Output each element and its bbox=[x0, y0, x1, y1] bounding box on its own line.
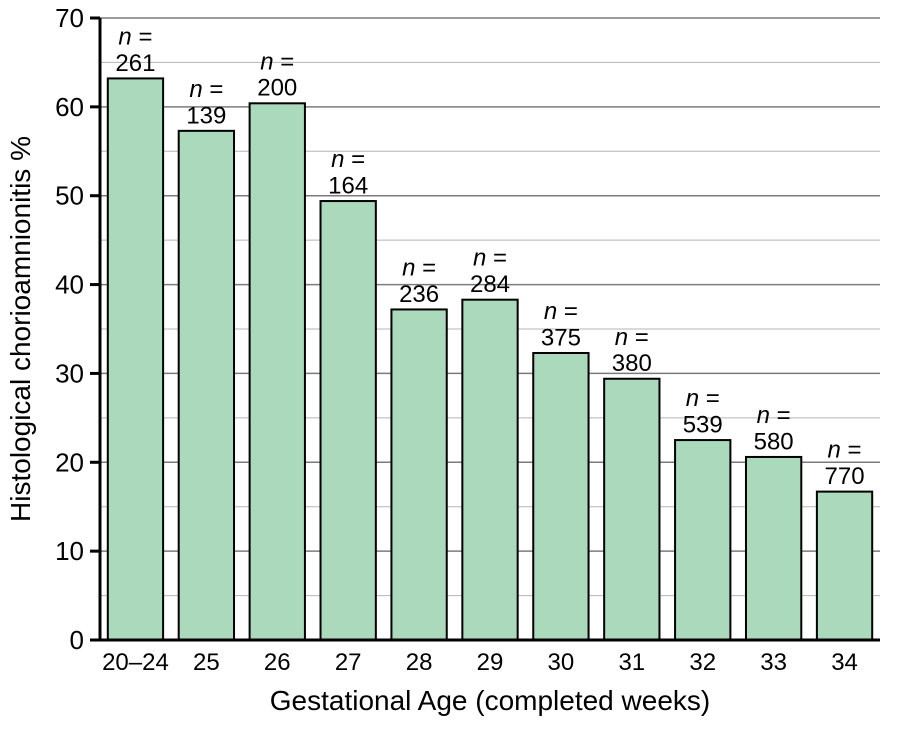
x-tick-label: 32 bbox=[689, 649, 716, 676]
y-tick-label: 40 bbox=[55, 270, 84, 300]
y-tick-label: 20 bbox=[55, 447, 84, 477]
bar bbox=[746, 457, 801, 640]
x-tick-label: 25 bbox=[193, 649, 220, 676]
bar-n-label: n =200 bbox=[257, 48, 297, 101]
bar bbox=[462, 300, 517, 640]
bar bbox=[817, 492, 872, 640]
bar bbox=[604, 379, 659, 640]
bar bbox=[179, 131, 234, 640]
x-tick-label: 33 bbox=[760, 649, 787, 676]
chart-svg: n =261 20–24 n =139 25 n =200 26 n =164 27 n =23… bbox=[0, 0, 897, 729]
bar-n-label: n =164 bbox=[328, 146, 368, 199]
bar bbox=[321, 201, 376, 640]
y-tick-label: 10 bbox=[55, 536, 84, 566]
x-tick-label: 31 bbox=[618, 649, 645, 676]
y-tick-label: 70 bbox=[55, 3, 84, 33]
x-tick-label: 20–24 bbox=[102, 649, 169, 676]
y-tick-label: 50 bbox=[55, 181, 84, 211]
x-tick-label: 30 bbox=[548, 649, 575, 676]
bar-n-label: n =770 bbox=[825, 437, 865, 490]
y-tick-label: 60 bbox=[55, 92, 84, 122]
x-tick-label: 27 bbox=[335, 649, 362, 676]
bar-n-label: n =284 bbox=[470, 245, 510, 298]
x-tick-label: 26 bbox=[264, 649, 291, 676]
y-tick-label: 0 bbox=[70, 625, 84, 655]
y-axis-label: Histological chorioamnionitis % bbox=[5, 136, 36, 522]
y-tick-label: 30 bbox=[55, 358, 84, 388]
bar bbox=[675, 440, 730, 640]
bar-n-label: n =139 bbox=[186, 76, 226, 129]
bar-n-label: n =236 bbox=[399, 254, 439, 307]
bar-chart: n =261 20–24 n =139 25 n =200 26 n =164 27 n =23… bbox=[0, 0, 897, 729]
bar bbox=[250, 103, 305, 640]
bar-n-label: n =539 bbox=[683, 385, 723, 438]
bar bbox=[108, 78, 163, 640]
x-tick-label: 29 bbox=[477, 649, 504, 676]
x-tick-label: 28 bbox=[406, 649, 433, 676]
bar bbox=[533, 353, 588, 640]
bar bbox=[391, 309, 446, 640]
bar-n-label: n =380 bbox=[612, 324, 652, 377]
bar-n-label: n =261 bbox=[115, 23, 155, 76]
bar-n-label: n =580 bbox=[754, 402, 794, 455]
bar-n-label: n =375 bbox=[541, 298, 581, 351]
x-tick-label: 34 bbox=[831, 649, 858, 676]
x-axis-label: Gestational Age (completed weeks) bbox=[270, 685, 710, 716]
